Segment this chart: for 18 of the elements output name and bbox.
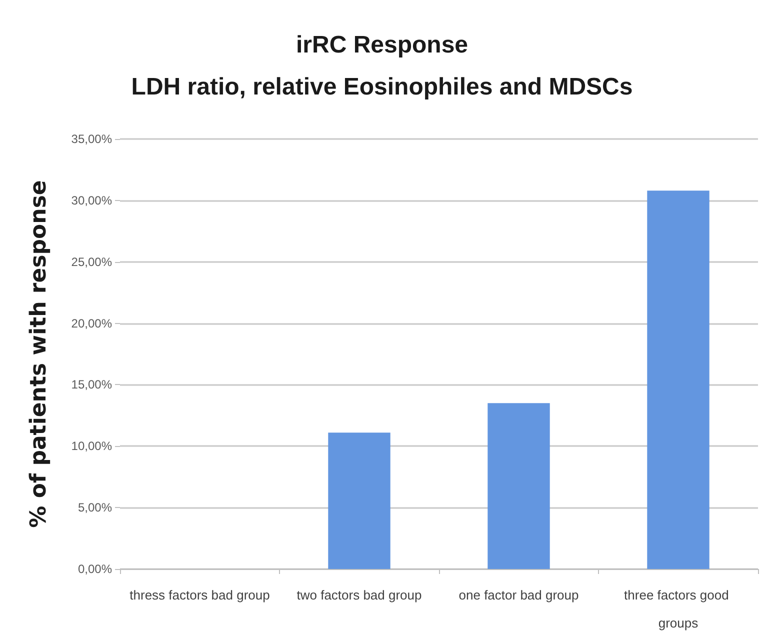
chart-title: irRC Response [296,32,468,58]
y-tick-label: 20,00% [71,316,112,330]
y-tick-label: 0,00% [78,562,112,576]
y-tick-label: 25,00% [71,254,112,269]
x-tick-label: thress factors bad group [130,588,270,602]
bar [328,432,390,569]
chart-subtitle: LDH ratio, relative Eosinophiles and MDSCs [131,74,633,100]
y-tick-label: 5,00% [78,500,112,515]
x-tick-label: two factors bad group [296,588,422,602]
y-tick-label: 10,00% [71,439,112,454]
y-tick-label: 35,00% [71,132,112,146]
x-tick-label: three factors good groups [624,588,732,630]
y-tick-label: 30,00% [71,193,112,208]
bar [488,403,550,569]
y-tick-label: 15,00% [71,378,112,392]
x-tick-label: one factor bad group [458,588,579,602]
bar [647,190,710,569]
y-axis-title: % of patients with response [26,180,52,528]
